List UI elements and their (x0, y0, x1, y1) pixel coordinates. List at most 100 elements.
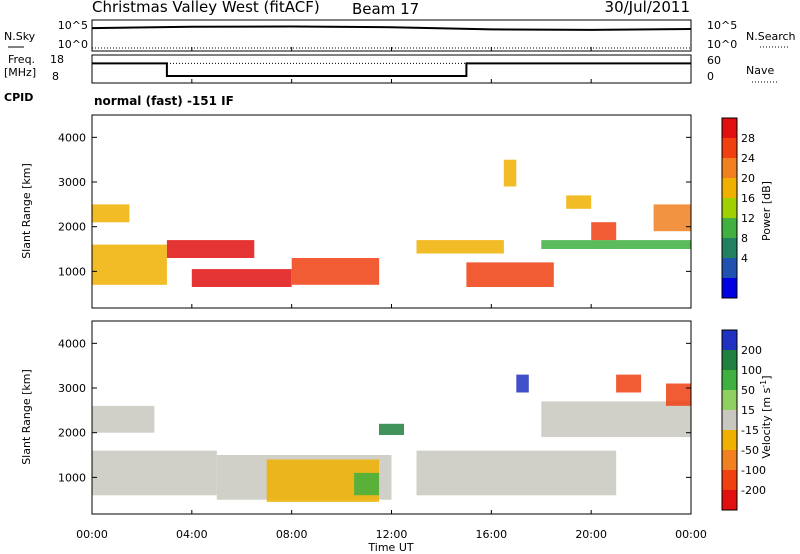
time-tick-label-1: 04:00 (176, 528, 208, 541)
velocity-regions-region-8 (516, 374, 529, 393)
velocity-colorbar-swatch-4 (722, 410, 737, 431)
power-regions-region-11 (503, 159, 517, 187)
power-colorbar-tick-3: 16 (741, 192, 755, 205)
power-regions-region-7 (541, 240, 692, 249)
time-axis-label: Time UT (367, 541, 413, 554)
freq-tick-top: 18 (50, 53, 64, 66)
power-colorbar-swatch-7 (722, 258, 737, 279)
time-tick-label-4: 16:00 (475, 528, 507, 541)
nsky-tick-top: 10^5 (58, 19, 88, 32)
power-regions-region-5 (92, 204, 130, 223)
nave-tick-top: 60 (707, 54, 721, 67)
power-colorbar-tick-6: 4 (741, 252, 748, 265)
velocity-panel: 4000 3000 2000 1000 Slant Range [km] (20, 320, 692, 515)
power-colorbar-tick-4: 12 (741, 212, 755, 225)
velocity-ylabel: Slant Range [km] (20, 369, 33, 465)
power-colorbar-swatch-5 (722, 218, 737, 239)
power-colorbar-tick-0: 28 (741, 132, 755, 145)
nsky-frame (91, 19, 692, 52)
power-colorbar-tick-2: 20 (741, 172, 755, 185)
velocity-colorbar-swatch-7 (722, 470, 737, 491)
power-ylabel: Slant Range [km] (20, 163, 33, 259)
power-yticks-tick-label-3: 1000 (58, 265, 86, 278)
power-panel: 4000 3000 2000 1000 Slant Range [km] (20, 114, 692, 309)
velocity-colorbar-label: Velocity [m s-1] (759, 375, 773, 458)
freq-label: Freq. (8, 53, 35, 66)
velocity-colorbar-tick-5: -50 (741, 444, 759, 457)
time-tick-label-2: 08:00 (276, 528, 308, 541)
power-background (92, 115, 691, 308)
velocity-colorbar-tick-4: -15 (741, 424, 759, 437)
power-regions-region-6 (416, 240, 504, 254)
velocity-yticks-tick-label-3: 1000 (58, 471, 86, 484)
nsky-line-0 (91, 25, 692, 31)
power-regions-region-2 (191, 269, 292, 287)
power-regions-region-3 (291, 258, 380, 285)
power-colorbar-swatch-8 (722, 278, 737, 299)
velocity-regions-region-5 (92, 405, 155, 433)
velocity-colorbar-tick-3: 15 (741, 404, 755, 417)
power-yticks-tick-label-2: 2000 (58, 221, 86, 234)
power-regions-region-9 (653, 204, 691, 232)
velocity-colorbar-swatch-6 (722, 450, 737, 471)
velocity-regions (92, 374, 692, 502)
power-colorbar-tick-5: 8 (741, 232, 748, 245)
velocity-yticks-tick-label-1: 3000 (58, 382, 86, 395)
velocity-regions-region-7 (379, 423, 404, 435)
date-title: 30/Jul/2011 (605, 0, 690, 16)
time-tick-label-3: 12:00 (376, 528, 408, 541)
velocity-regions-region-4 (416, 450, 617, 496)
nave-tick-bottom: 0 (707, 70, 714, 83)
freq-frame (91, 54, 692, 84)
velocity-colorbar-tick-1: 100 (741, 364, 762, 377)
power-regions (92, 159, 692, 287)
velocity-yticks: 4000 3000 2000 1000 (58, 337, 691, 484)
nave-label: Nave (746, 64, 774, 77)
power-colorbar-label: Power [dB] (760, 181, 773, 241)
velocity-colorbar-label-end: ] (760, 375, 773, 379)
nsearch-tick-top: 10^5 (707, 19, 737, 32)
nsearch-tick-bottom: 10^0 (707, 38, 737, 51)
freq-unit: [MHz] (4, 66, 36, 79)
velocity-colorbar-swatches: 200 100 50 15 -15 -50 -100 -200 (721, 329, 766, 511)
power-colorbar-swatch-6 (722, 238, 737, 259)
velocity-colorbar-swatch-1 (722, 350, 737, 371)
freq-tick-bottom: 8 (52, 70, 59, 83)
cpid-text: normal (fast) -151 IF (94, 94, 234, 108)
nsearch-label: N.Search (746, 30, 796, 43)
power-regions-region-10 (566, 195, 592, 209)
power-colorbar-swatch-4 (722, 198, 737, 219)
freq-series (92, 62, 691, 77)
power-colorbar-tick-1: 24 (741, 152, 755, 165)
velocity-colorbar-frame (721, 329, 738, 511)
velocity-regions-region-3 (354, 472, 380, 496)
power-colorbar: 28 24 20 16 12 8 4 Power [dB] (721, 117, 773, 299)
velocity-yticks-tick-label-2: 2000 (58, 427, 86, 440)
velocity-yticks-tick-label-0: 4000 (58, 337, 86, 350)
power-yticks-tick-label-1: 3000 (58, 176, 86, 189)
velocity-colorbar-swatch-2 (722, 370, 737, 391)
time-tick-label-0: 00:00 (76, 528, 108, 541)
velocity-regions-region-0 (92, 450, 217, 496)
velocity-colorbar-tick-2: 50 (741, 384, 755, 397)
velocity-regions-region-9 (616, 374, 642, 393)
velocity-colorbar-label-main: Velocity [m s (760, 387, 773, 458)
power-colorbar-swatches: 28 24 20 16 12 8 4 (721, 117, 755, 299)
velocity-colorbar-swatch-0 (722, 330, 737, 351)
power-regions-region-1 (166, 240, 255, 258)
velocity-colorbar-label-sup: -1 (759, 380, 768, 388)
power-yticks: 4000 3000 2000 1000 (58, 131, 691, 278)
power-colorbar-swatch-3 (722, 178, 737, 199)
power-colorbar-frame (721, 117, 738, 299)
velocity-colorbar-swatch-5 (722, 430, 737, 451)
station-title: Christmas Valley West (fitACF) (92, 0, 320, 16)
velocity-regions-region-6 (541, 401, 692, 438)
nsky-panel: N.Sky 10^5 10^0 N.Search 10^5 10^0 (4, 19, 796, 52)
power-colorbar-swatch-1 (722, 138, 737, 159)
velocity-colorbar-tick-6: -100 (741, 464, 766, 477)
power-colorbar-swatch-0 (722, 118, 737, 139)
cpid-label: CPID (4, 91, 33, 104)
nsky-label: N.Sky (4, 30, 36, 43)
time-tick-label-5: 20:00 (575, 528, 607, 541)
